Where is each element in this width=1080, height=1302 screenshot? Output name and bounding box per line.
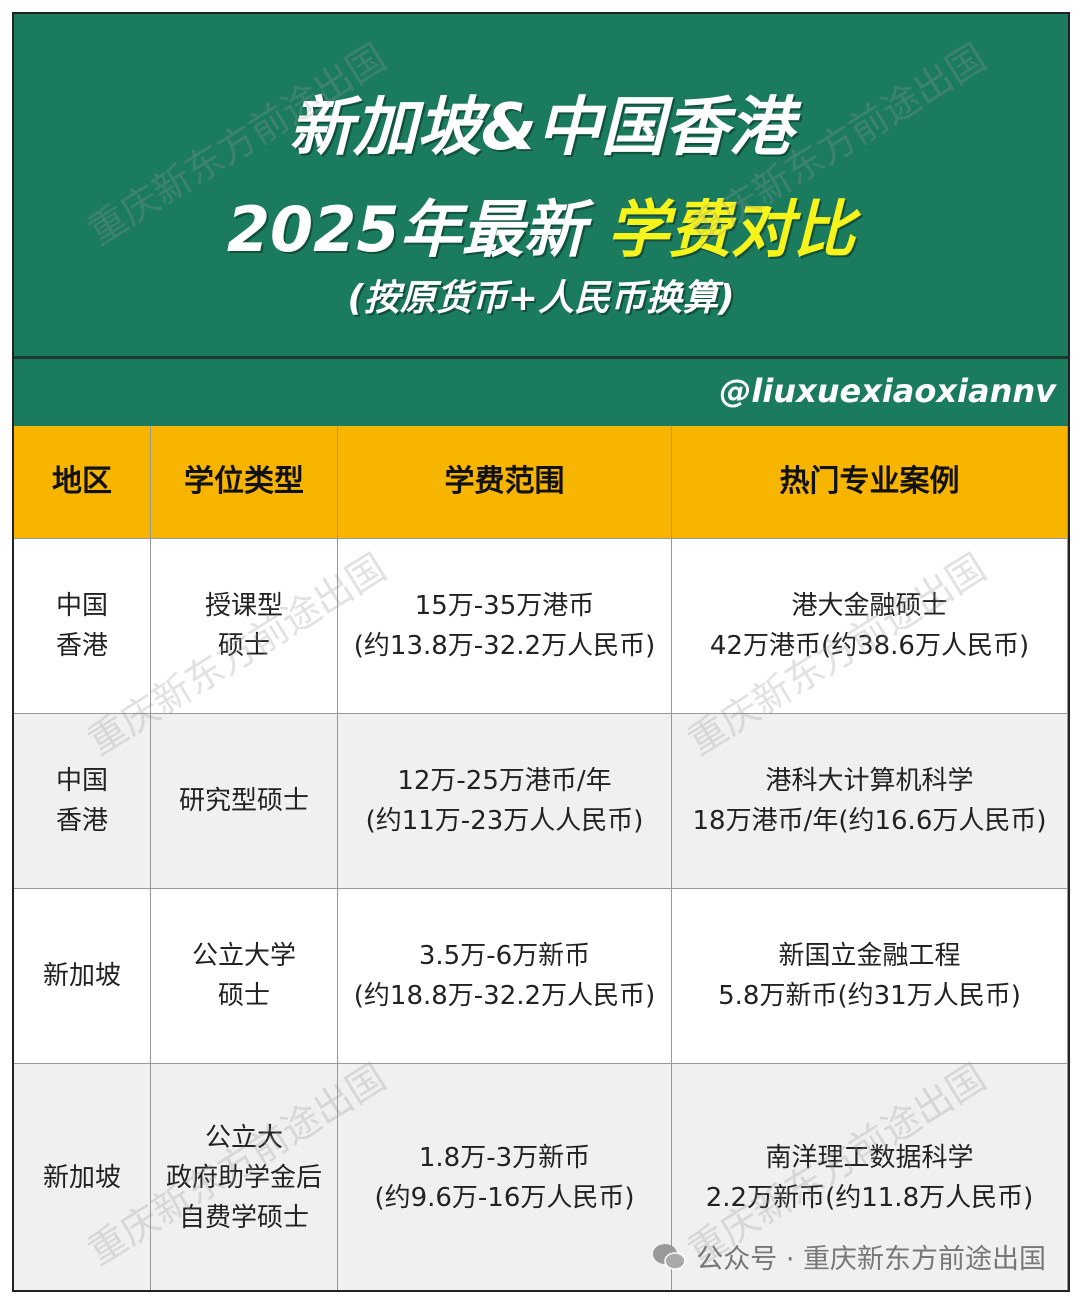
cell-line: (约9.6万-16万人民币) (374, 1182, 635, 1213)
cell-line: 香港 (55, 806, 108, 836)
title-line: 新加坡&中国香港 (289, 91, 793, 165)
cell-line: 南洋理工数据科学 (765, 1142, 974, 1173)
table-cell: 南洋理工数据科学 2.2万新币(约11.8万人民币) (672, 1064, 1068, 1290)
cell-line: 1.8万-3万新币 (418, 1142, 591, 1173)
footer-text: 公众号 · 重庆新东方前途出国 (696, 1244, 1046, 1275)
title-line: 2025年最新 学费对比 (14, 179, 1068, 269)
cell-line: 研究型硕士 (178, 786, 309, 816)
cell-line: 新国立金融工程 (778, 941, 961, 971)
cell-line: 公立大 (204, 1122, 283, 1153)
footer: 公众号 · 重庆新东方前途出国 (652, 1237, 1046, 1276)
cell-line: (约11万-23万人人民币) (365, 806, 644, 836)
cell-line: 硕士 (217, 981, 270, 1011)
cell-line: 港大金融硕士 (791, 591, 948, 621)
cell-line: (约13.8万-32.2万人民币) (353, 631, 656, 661)
handle-band (14, 359, 1068, 426)
table-cell: 港大金融硕士 42万港币(约38.6万人民币) (672, 539, 1068, 714)
cell-line: 42万港币(约38.6万人民币) (709, 631, 1030, 661)
cell-line: 5.8万新币(约31万人民币) (718, 981, 1021, 1011)
cell-line: (约18.8万-32.2万人民币) (353, 981, 656, 1011)
table-cell: 中国 香港 (14, 714, 151, 889)
column-header: 地区 (14, 426, 151, 539)
table-cell: 研究型硕士 (151, 714, 338, 889)
table-cell: 授课型 硕士 (151, 539, 338, 714)
column-header: 学位类型 (151, 426, 338, 539)
table-cell: 中国 香港 (14, 539, 151, 714)
cell-line: 硕士 (217, 631, 270, 661)
title-highlight: 学费对比 (607, 193, 856, 266)
column-header: 学费范围 (338, 426, 672, 539)
cell-line: 3.5万-6万新币 (418, 941, 591, 971)
table-cell: 12万-25万港币/年 (约11万-23万人人民币) (338, 714, 672, 889)
handle: @liuxuexiaoxiannv (719, 372, 1056, 410)
cell-line: 中国 (55, 766, 108, 796)
cell-line: 政府助学金后 (165, 1162, 322, 1193)
table-cell: 3.5万-6万新币 (约18.8万-32.2万人民币) (338, 889, 672, 1064)
cell-line: 12万-25万港币/年 (397, 766, 612, 796)
cell-line: 2.2万新币(约11.8万人民币) (705, 1182, 1034, 1213)
table-cell: 港科大计算机科学 18万港币/年(约16.6万人民币) (672, 714, 1068, 889)
header-band: 新加坡&中国香港 2025年最新 学费对比 (按原货币+人民币换算) (14, 14, 1068, 359)
table-cell: 新加坡 (14, 889, 151, 1064)
cell-line: 新加坡 (42, 961, 121, 991)
cell-line: 自费学硕士 (178, 1202, 309, 1233)
cell-line: 港科大计算机科学 (765, 766, 974, 796)
card: 新加坡&中国香港 2025年最新 学费对比 (按原货币+人民币换算) @liux… (12, 12, 1070, 1292)
cell-line: 新加坡 (42, 1162, 121, 1193)
subtitle: (按原货币+人民币换算) (347, 278, 735, 319)
table-cell: 公立大学 硕士 (151, 889, 338, 1064)
table-cell: 公立大政府助学金后 自费学硕士 (151, 1064, 338, 1290)
table-cell: 1.8万-3万新币 (约9.6万-16万人民币) (338, 1064, 672, 1290)
cell-line: 公立大学 (191, 941, 296, 971)
cell-line: 授课型 (204, 591, 283, 621)
title-text: 2025年最新 (226, 193, 586, 266)
wechat-icon (653, 1243, 686, 1270)
table-cell: 新加坡 (14, 1064, 151, 1290)
table: 地区 学位类型 学费范围 热门专业案例 中国 香港 授课型 硕士 15万-35万港币 (约13.8… (14, 426, 1068, 1290)
table-cell: 15万-35万港币 (约13.8万-32.2万人民币) (338, 539, 672, 714)
cell-line: 15万-35万港币 (414, 591, 595, 621)
cell-line: 18万港币/年(约16.6万人民币) (692, 806, 1047, 836)
table-cell: 新国立金融工程 5.8万新币(约31万人民币) (672, 889, 1068, 1064)
cell-line: 香港 (55, 631, 108, 661)
cell-line: 中国 (55, 591, 108, 621)
column-header: 热门专业案例 (672, 426, 1068, 539)
